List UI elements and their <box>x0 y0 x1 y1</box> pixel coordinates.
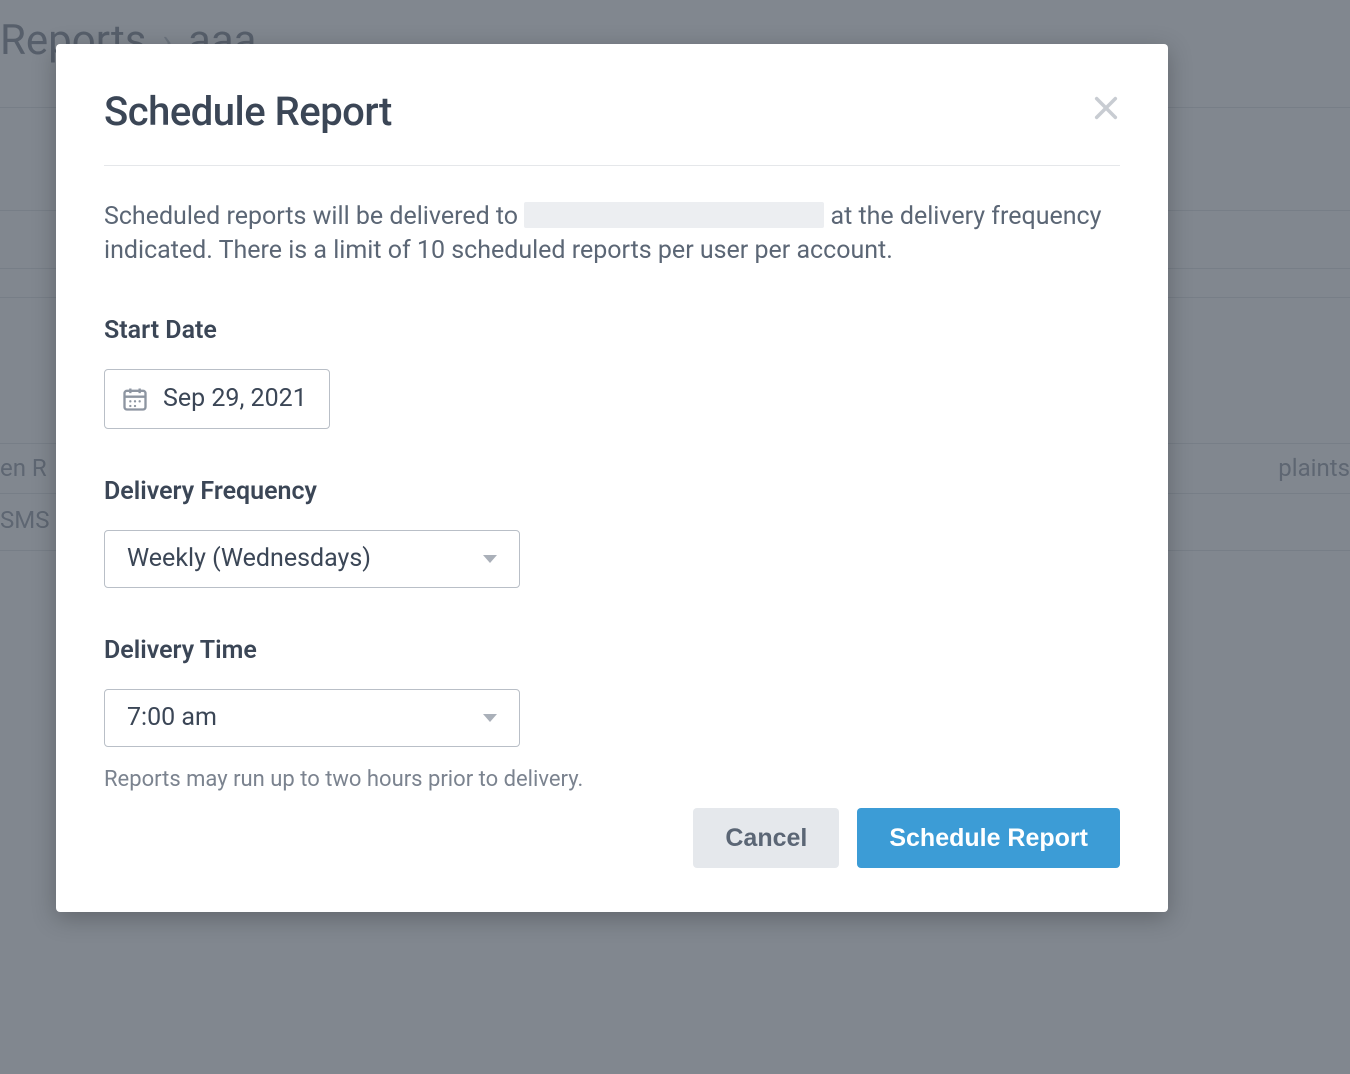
redacted-email <box>524 202 824 228</box>
delivery-frequency-value: Weekly (Wednesdays) <box>127 544 371 573</box>
modal-footer: Cancel Schedule Report <box>693 808 1120 868</box>
calendar-icon <box>121 385 149 413</box>
delivery-time-select[interactable]: 7:00 am <box>104 689 520 747</box>
modal-divider <box>104 165 1120 166</box>
start-date-value: Sep 29, 2021 <box>163 384 307 413</box>
delivery-time-label: Delivery Time <box>104 636 1120 665</box>
start-date-input[interactable]: Sep 29, 2021 <box>104 369 330 429</box>
delivery-frequency-label: Delivery Frequency <box>104 477 1120 506</box>
modal-description: Scheduled reports will be delivered to a… <box>104 200 1120 268</box>
modal-header: Schedule Report <box>104 88 1120 135</box>
schedule-report-button[interactable]: Schedule Report <box>857 808 1120 868</box>
delivery-time-value: 7:00 am <box>127 703 217 732</box>
start-date-group: Start Date Sep 29, 2021 <box>104 316 1120 429</box>
delivery-frequency-group: Delivery Frequency Weekly (Wednesdays) <box>104 477 1120 588</box>
close-icon[interactable] <box>1092 94 1120 122</box>
schedule-report-modal: Schedule Report Scheduled reports will b… <box>56 44 1168 912</box>
chevron-down-icon <box>483 555 497 563</box>
delivery-time-group: Delivery Time 7:00 am Reports may run up… <box>104 636 1120 792</box>
cancel-button[interactable]: Cancel <box>693 808 839 868</box>
delivery-frequency-select[interactable]: Weekly (Wednesdays) <box>104 530 520 588</box>
chevron-down-icon <box>483 714 497 722</box>
modal-description-pre: Scheduled reports will be delivered to <box>104 202 524 231</box>
modal-title: Schedule Report <box>104 88 392 135</box>
start-date-label: Start Date <box>104 316 1120 345</box>
delivery-time-help: Reports may run up to two hours prior to… <box>104 767 1120 792</box>
